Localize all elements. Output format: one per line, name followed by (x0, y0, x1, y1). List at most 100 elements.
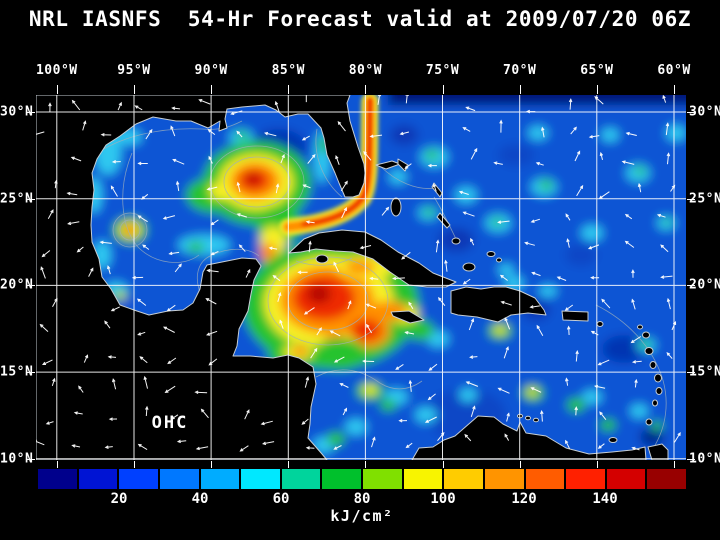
current-vector-arrow (634, 378, 638, 388)
axis-tick (27, 112, 35, 113)
colorbar-segment (363, 469, 402, 489)
colorbar-tick-label: 60 (272, 491, 290, 507)
current-vector-arrow (162, 215, 176, 220)
current-vector-arrow (462, 211, 475, 217)
gulf-warm-eddy (186, 141, 311, 225)
current-vector-arrow (404, 331, 415, 335)
current-vector-arrow (660, 244, 669, 253)
current-vector-arrow (574, 406, 578, 416)
current-vector-arrow (171, 106, 181, 111)
current-vector-arrow (574, 150, 581, 162)
current-vector-arrow (525, 109, 536, 114)
current-vector-arrow (310, 347, 318, 359)
current-vector-arrow (377, 95, 382, 105)
axis-tick (674, 461, 675, 468)
current-vector-arrow (444, 259, 448, 272)
axis-tick (27, 372, 35, 374)
current-vector-arrow (143, 375, 148, 389)
current-vector-arrow (598, 191, 610, 200)
current-vector-arrow (112, 378, 117, 390)
current-vector-arrow (504, 317, 511, 330)
axis-tick (519, 461, 521, 468)
current-vector-arrow (625, 131, 637, 136)
current-vector-arrow (530, 387, 542, 393)
lon-tick-label: 60°W (657, 63, 691, 78)
current-vector-arrow (176, 439, 187, 444)
current-vector-arrow (369, 134, 383, 138)
current-vector-arrow (401, 251, 411, 260)
axis-tick (365, 461, 367, 468)
lon-tick-label: 100°W (35, 63, 78, 78)
axis-tick (27, 458, 35, 460)
current-vector-arrow (597, 359, 610, 366)
current-vector-arrow (172, 158, 185, 165)
lat-tick-label-right: 15°N (689, 364, 720, 380)
current-vector-arrow (499, 274, 508, 281)
lon-tick-label: 95°W (117, 63, 151, 78)
current-vector-arrow (588, 134, 600, 139)
current-vector-arrow (530, 218, 541, 223)
current-vector-arrow (206, 268, 219, 273)
current-vector-arrow (342, 407, 348, 416)
current-vector-arrow (137, 215, 148, 223)
current-vector-arrow (671, 320, 677, 331)
current-vector-arrow (666, 152, 671, 165)
current-vector-arrow (666, 297, 671, 310)
current-vector-arrow (134, 105, 143, 111)
axis-tick (687, 198, 695, 200)
current-vector-arrow (673, 432, 681, 443)
current-vector-arrow (41, 250, 51, 258)
current-vector-arrow (83, 354, 89, 363)
colorbar-segment (119, 469, 158, 489)
current-vector-arrow (54, 179, 58, 189)
current-vector-arrow (590, 330, 599, 336)
current-vector-arrow (139, 356, 148, 364)
current-vector-arrow (170, 125, 176, 137)
current-vector-arrow (470, 147, 478, 160)
current-vector-arrow (305, 95, 308, 103)
current-vector-arrow (637, 182, 642, 193)
axis-tick (211, 85, 213, 94)
current-vector-arrow (207, 129, 216, 135)
current-vector-arrow (277, 292, 282, 302)
current-vector-arrow (275, 183, 280, 194)
axis-tick (596, 461, 598, 468)
current-vector-arrow (408, 379, 413, 392)
current-vector-arrow (506, 412, 510, 422)
current-vector-arrow (469, 355, 478, 359)
current-vector-arrow (398, 418, 408, 423)
lon-tick-label: 70°W (503, 63, 537, 78)
current-vector-arrow (136, 298, 147, 306)
current-vector-arrow (307, 154, 316, 164)
axis-tick (687, 112, 695, 113)
current-vector-arrow (428, 363, 438, 371)
current-vector-arrow (78, 385, 84, 393)
bahamas (375, 158, 502, 272)
current-vector-arrow (41, 359, 53, 365)
current-vector-arrow (597, 443, 605, 449)
axis-tick (56, 461, 58, 468)
current-vector-arrow (470, 237, 475, 246)
current-vector-arrow (76, 246, 84, 253)
current-vector-arrow (51, 377, 56, 387)
current-vector-arrow (302, 184, 311, 189)
axis-tick (133, 461, 135, 468)
lat-tick-label-left: 10°N (0, 451, 34, 467)
current-vector-arrow (67, 221, 80, 226)
colorbar-segment (525, 469, 565, 489)
current-vector-arrow (142, 244, 150, 250)
colorbar (38, 469, 686, 489)
current-vector-arrow (564, 304, 574, 311)
current-vector-arrow (656, 213, 666, 218)
current-vector-arrow (236, 130, 243, 138)
colorbar-segment (403, 469, 443, 489)
current-vector-arrow (531, 271, 541, 277)
current-vector-arrow (631, 446, 640, 451)
colorbar-segment (159, 469, 199, 489)
current-vector-arrow (104, 320, 111, 329)
current-vector-arrow (71, 444, 81, 448)
current-vector-arrow (99, 240, 112, 245)
current-vector-arrow (305, 446, 315, 450)
current-vector-arrow (570, 126, 577, 135)
